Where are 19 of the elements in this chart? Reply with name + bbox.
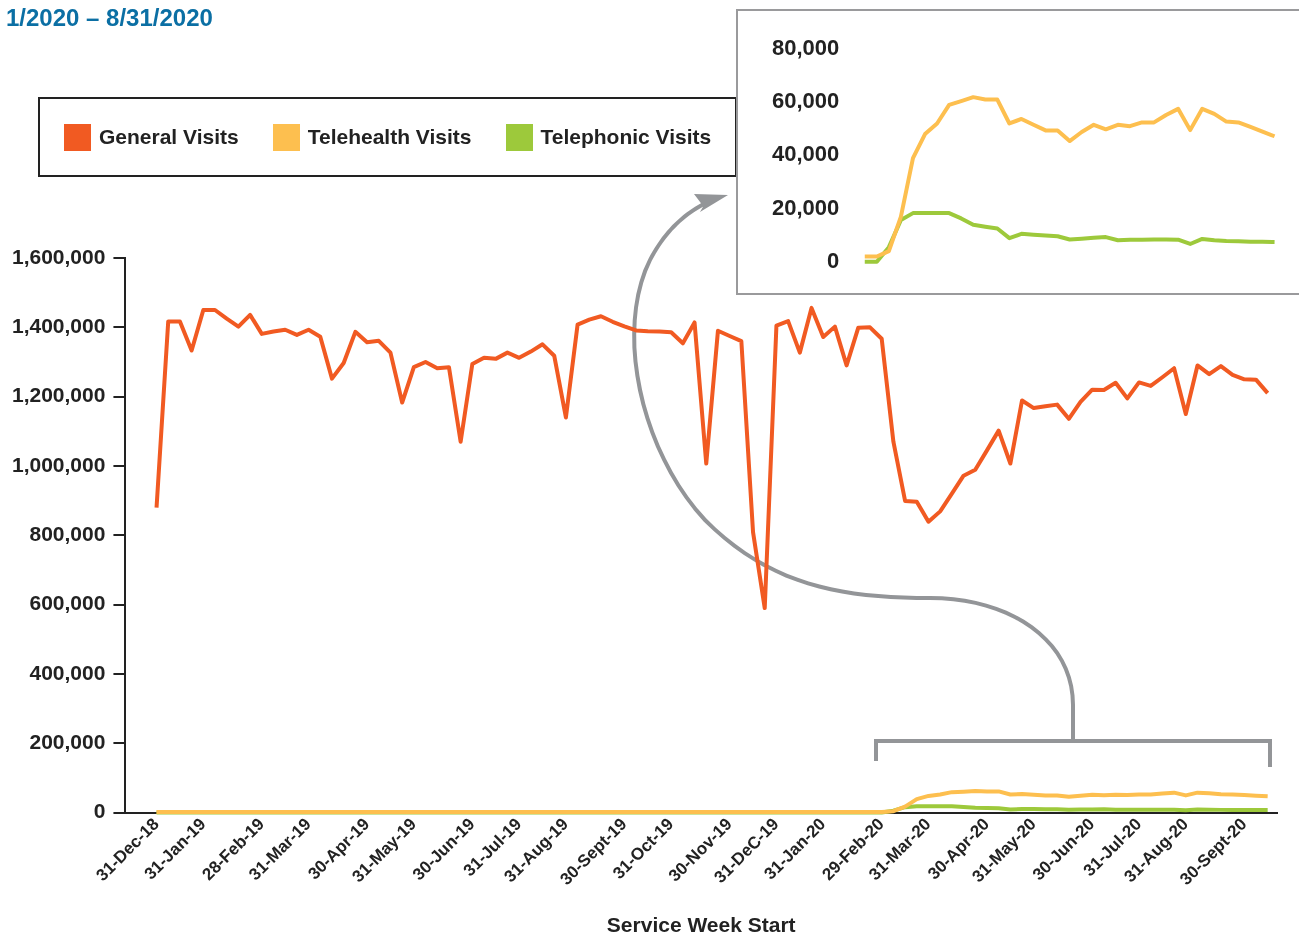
y-tick-label: 80,000	[771, 35, 840, 61]
y-tick-label: 1,600,000	[11, 244, 106, 268]
y-tick-label: 800,000	[29, 522, 106, 546]
y-tick-label: 0	[93, 799, 106, 823]
y-tick-label: 40,000	[771, 141, 840, 167]
y-tick-label: 600,000	[29, 591, 106, 615]
legend-label: Telehealth Visits	[307, 125, 472, 149]
y-tick-label: 200,000	[29, 730, 106, 754]
x-axis-title: Service Week Start	[606, 913, 796, 937]
legend-label: General Visits	[99, 125, 239, 149]
y-tick-label: 400,000	[29, 660, 106, 684]
y-tick-label: 60,000	[771, 88, 840, 114]
y-tick-label: 20,000	[771, 194, 840, 220]
y-tick-label: 1,000,000	[11, 452, 106, 476]
legend-label: Telephonic Visits	[540, 125, 712, 149]
y-tick-label: 0	[827, 247, 840, 273]
y-tick-label: 1,400,000	[11, 314, 106, 338]
y-tick-label: 1,200,000	[11, 383, 106, 407]
chart-title: 1/2020 – 8/31/2020	[6, 4, 213, 32]
